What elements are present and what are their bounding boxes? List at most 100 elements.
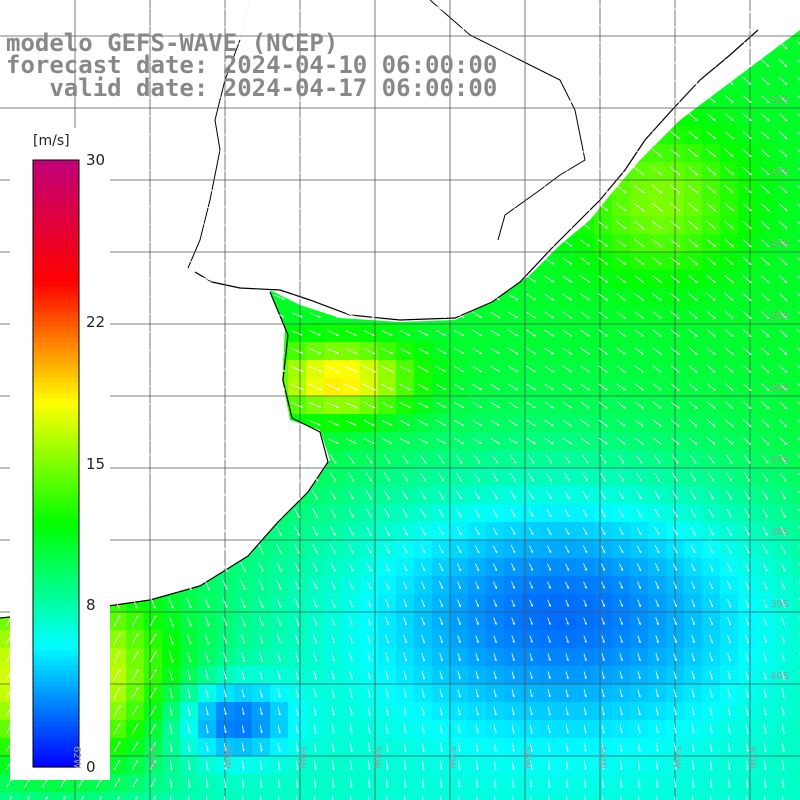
colorbar-tick-label: 0: [86, 758, 96, 776]
colorbar-swatch: [33, 180, 79, 186]
wind-speed-cell: [792, 126, 800, 144]
colorbar-swatch: [33, 342, 79, 348]
wind-speed-cell: [792, 720, 800, 738]
wind-speed-cell: [792, 738, 800, 756]
colorbar-swatch: [33, 589, 79, 596]
longitude-label: 55W: [596, 746, 607, 769]
colorbar-swatch: [33, 473, 79, 480]
colorbar-swatch: [33, 296, 79, 303]
latitude-label: 39S: [770, 599, 790, 610]
wind-speed-cell: [792, 90, 800, 108]
colorbar-swatch: [33, 438, 79, 444]
colorbar-swatch: [33, 620, 79, 626]
colorbar-swatch: [33, 331, 79, 338]
colorbar-swatch: [33, 240, 79, 247]
wind-speed-cell: [90, 792, 108, 800]
wind-speed-cell: [792, 108, 800, 126]
colorbar-swatch: [33, 423, 79, 429]
colorbar-swatch: [33, 574, 79, 581]
colorbar-tick-label: 22: [86, 312, 106, 331]
colorbar-unit: [m/s]: [33, 133, 70, 149]
wind-speed-cell: [792, 306, 800, 324]
colorbar-swatch: [33, 686, 79, 692]
longitude-label: 57W: [446, 746, 457, 769]
colorbar-swatch: [33, 433, 79, 439]
wind-speed-cell: [792, 360, 800, 378]
colorbar-swatch: [33, 301, 79, 308]
wind-speed-cell: [792, 144, 800, 162]
colorbar-swatch: [33, 286, 79, 293]
colorbar-swatch: [33, 493, 79, 500]
colorbar-swatch: [33, 210, 79, 217]
wind-speed-cell: [144, 792, 162, 800]
colorbar-swatch: [33, 245, 79, 252]
wind-speed-cell: [792, 432, 800, 450]
wind-speed-cell: [792, 378, 800, 396]
wind-speed-cell: [792, 540, 800, 558]
wind-speed-cell: [792, 234, 800, 252]
wind-speed-cell: [792, 162, 800, 180]
colorbar-swatch: [33, 696, 79, 702]
colorbar-swatch: [33, 205, 79, 212]
colorbar-swatch: [33, 488, 79, 495]
wind-speed-cell: [792, 648, 800, 666]
wind-speed-cell: [108, 792, 126, 800]
colorbar-swatch: [33, 458, 79, 465]
colorbar-swatch: [33, 559, 79, 566]
colorbar-swatch: [33, 706, 79, 712]
longitude-label: 58W: [371, 746, 382, 769]
colorbar-swatch: [33, 402, 79, 409]
colorbar-swatch: [33, 397, 79, 404]
colorbar-swatch: [33, 165, 79, 171]
colorbar-swatch: [33, 387, 79, 394]
wind-speed-cell: [792, 594, 800, 612]
colorbar-swatch: [33, 271, 79, 277]
colorbar-swatch: [33, 281, 79, 288]
colorbar-tick-label: 15: [86, 454, 106, 473]
colorbar-swatch: [33, 610, 79, 616]
colorbar-swatch: [33, 635, 79, 642]
colorbar-swatch: [33, 261, 79, 267]
latitude-label: 34S: [770, 239, 790, 250]
colorbar-swatch: [33, 534, 79, 540]
wind-speed-cell: [792, 342, 800, 360]
latitude-label: 33S: [770, 167, 790, 178]
colorbar-swatch: [33, 711, 79, 718]
colorbar-swatch: [33, 519, 79, 525]
colorbar-swatch: [33, 463, 79, 470]
colorbar-swatch: [33, 412, 79, 419]
colorbar-swatch: [33, 498, 79, 505]
longitude-label: 53W: [746, 746, 757, 769]
colorbar-swatch: [33, 721, 79, 728]
colorbar-swatch: [33, 311, 79, 318]
colorbar-swatch: [33, 595, 79, 601]
wind-speed-cell: [792, 270, 800, 288]
wind-speed-cell: [792, 684, 800, 702]
colorbar-swatch: [33, 640, 79, 647]
wind-speed-cell: [792, 72, 800, 90]
colorbar-swatch: [33, 407, 79, 414]
colorbar-swatch: [33, 372, 79, 379]
wind-speed-cell: [792, 576, 800, 594]
colorbar-swatch: [33, 691, 79, 697]
wind-speed-cell: [18, 792, 36, 800]
wind-speed-cell: [126, 792, 144, 800]
colorbar-swatch: [33, 483, 79, 490]
colorbar-swatch: [33, 630, 79, 637]
wind-speed-cell: [36, 792, 54, 800]
colorbar-swatch: [33, 357, 79, 363]
wind-speed-cell: [792, 558, 800, 576]
colorbar-swatch: [33, 514, 79, 520]
longitude-label: 61W: [146, 746, 157, 769]
colorbar-swatch: [33, 554, 79, 561]
colorbar-swatch: [33, 716, 79, 723]
wind-speed-cell: [792, 666, 800, 684]
wind-speed-cell: [792, 414, 800, 432]
wind-speed-cell: [792, 774, 800, 792]
colorbar-swatch: [33, 175, 79, 181]
colorbar-swatch: [33, 524, 79, 530]
colorbar-swatch: [33, 549, 79, 556]
colorbar-swatch: [33, 337, 79, 343]
wind-speed-cell: [792, 504, 800, 522]
colorbar-swatch: [33, 235, 79, 242]
